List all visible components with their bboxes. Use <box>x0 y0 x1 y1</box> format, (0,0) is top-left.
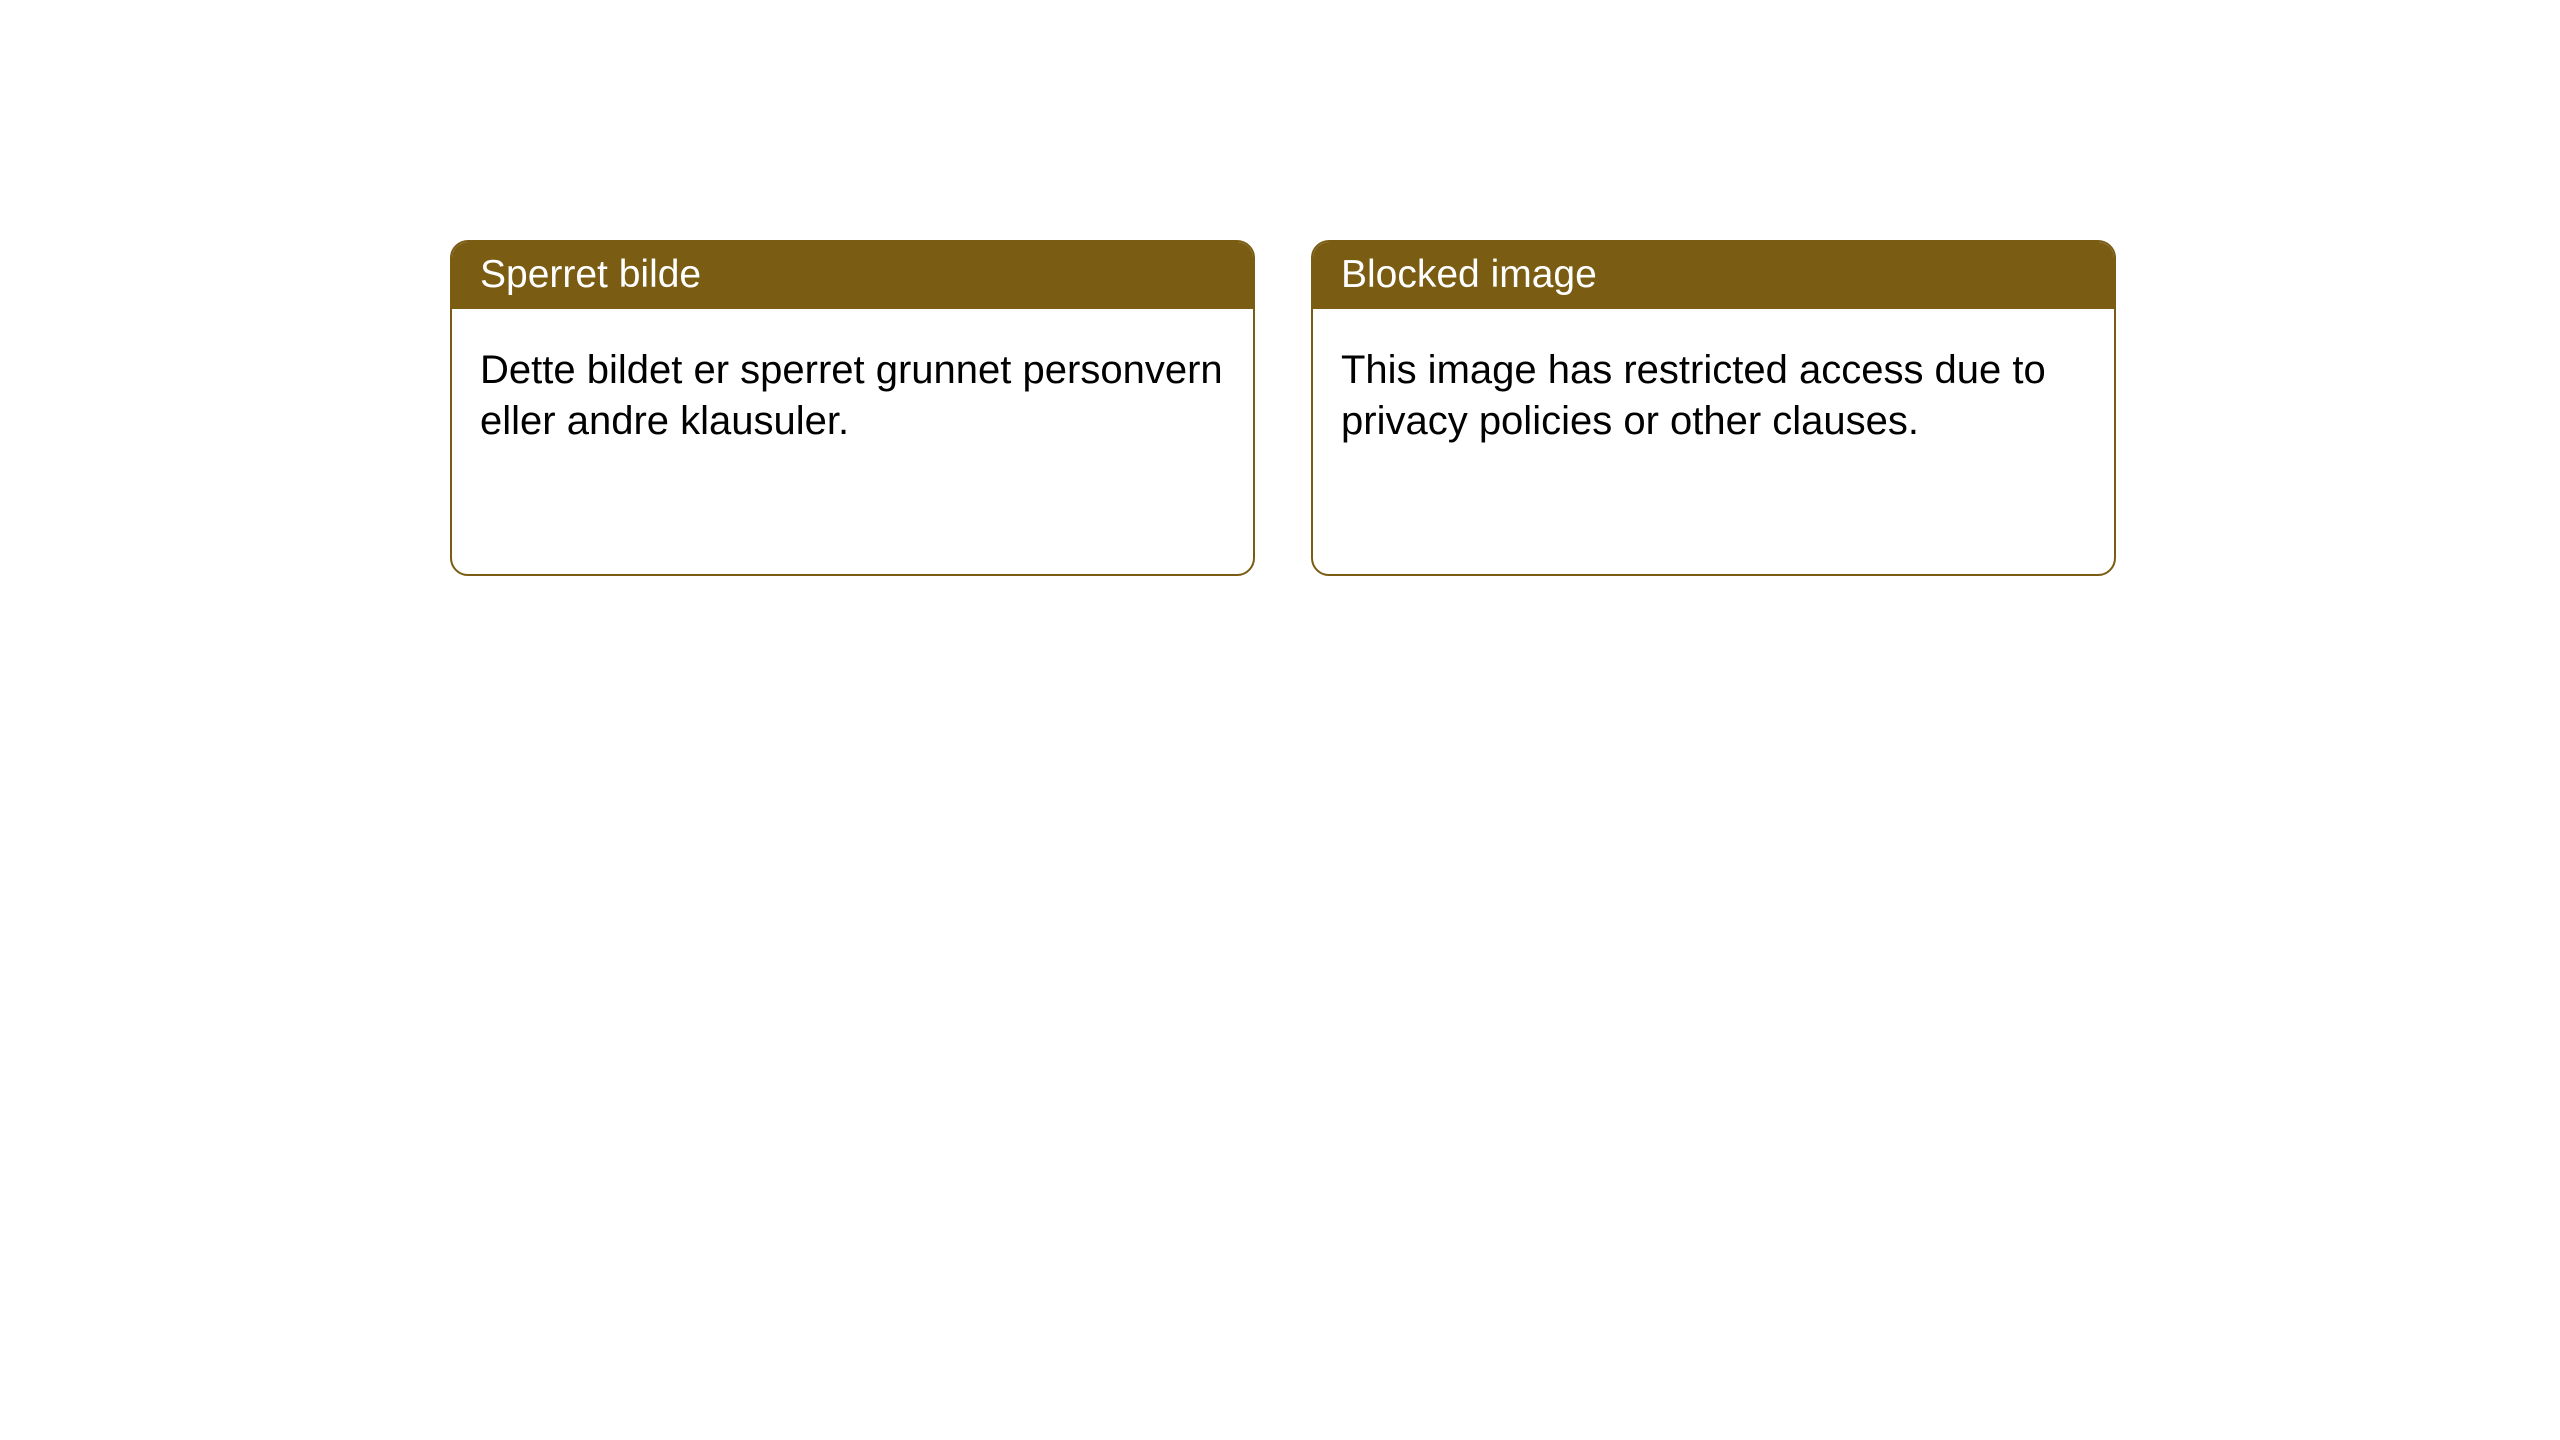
notice-title: Sperret bilde <box>452 242 1253 309</box>
notice-title: Blocked image <box>1313 242 2114 309</box>
notice-body-text: This image has restricted access due to … <box>1313 309 2114 483</box>
notice-card-norwegian: Sperret bilde Dette bildet er sperret gr… <box>450 240 1255 576</box>
notice-body-text: Dette bildet er sperret grunnet personve… <box>452 309 1253 483</box>
notice-container: Sperret bilde Dette bildet er sperret gr… <box>450 240 2116 576</box>
notice-card-english: Blocked image This image has restricted … <box>1311 240 2116 576</box>
